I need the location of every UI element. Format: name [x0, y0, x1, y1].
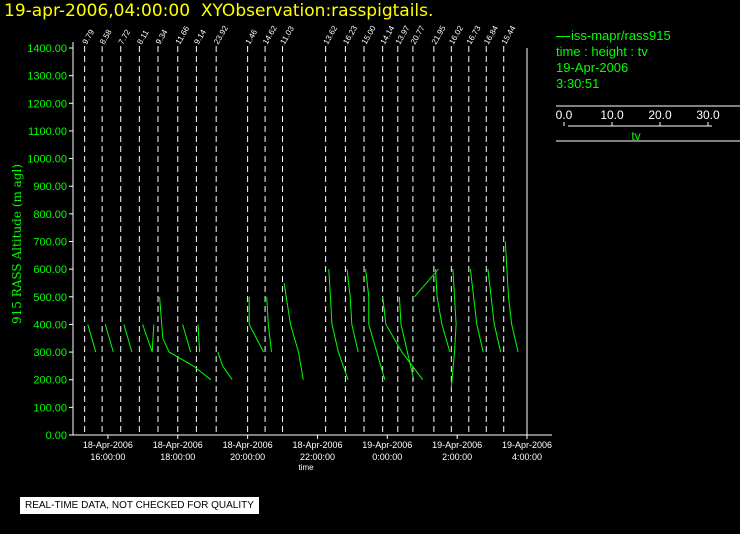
y-tick-label: 1200.00 [27, 98, 67, 110]
profile-value-label: 13.62 [322, 24, 340, 46]
profile-line [197, 324, 201, 353]
profile-value-label: 11.03 [278, 24, 296, 46]
profile-value-label: 8.11 [135, 28, 151, 46]
scale-tick-label: 0.0 [556, 108, 573, 122]
profile-value-label: 1.46 [244, 28, 260, 46]
profile-line [504, 241, 519, 353]
profile-line [469, 269, 484, 353]
profile-value-label: 16.73 [465, 24, 483, 46]
profile-value-label: 16.23 [341, 24, 359, 46]
profile-line [182, 324, 192, 353]
profile-line [248, 296, 265, 353]
x-tick-time: 16:00:00 [90, 452, 125, 462]
x-tick-date: 18-Apr-2006 [292, 440, 342, 450]
x-tick-date: 19-Apr-2006 [502, 440, 552, 450]
profile-value-labels: 9.79 8.58 7.72 8.11 9.34 11.66 9.14 23.92 1.46 14… [81, 24, 518, 46]
y-tick-label: 700.00 [33, 237, 67, 249]
legend-station: iss-mapr/rass915 [556, 28, 740, 44]
profile-line [346, 269, 359, 353]
legend-time: 3:30:51 [556, 76, 600, 91]
profile-value-label: 8.58 [98, 28, 114, 46]
profile-value-label: 11.66 [174, 24, 192, 46]
profile-value-label: 20.77 [409, 24, 427, 46]
profile-value-label: 15.00 [360, 24, 378, 46]
y-tick-label: 300.00 [33, 347, 67, 359]
tv-scale-bar: 0.0 10.0 20.0 30.0 tv [556, 108, 720, 143]
profile-value-label: 14.62 [261, 24, 279, 46]
profile-value-label: 21.95 [430, 24, 448, 46]
profile-value-label: 7.72 [117, 28, 133, 46]
x-axis-label: time [298, 463, 314, 472]
profile-line [142, 324, 155, 353]
x-tick-date: 18-Apr-2006 [83, 440, 133, 450]
y-tick-label: 600.00 [33, 264, 67, 276]
y-tick-label: 200.00 [33, 375, 67, 387]
profile-line [365, 269, 386, 380]
y-axis-ticks: 0.00 100.00 200.00 300.00 400.00 500.00 600.00… [27, 43, 73, 442]
profile-value-label: 16.84 [482, 24, 500, 46]
scale-tick-label: 20.0 [648, 108, 672, 122]
y-tick-label: 1000.00 [27, 154, 67, 166]
scale-tick-label: 10.0 [600, 108, 624, 122]
profile-value-label: 9.34 [154, 28, 170, 46]
profile-line [414, 268, 439, 298]
profile-line [104, 324, 114, 353]
legend-line-swatch [556, 36, 570, 38]
y-tick-label: 0.00 [46, 430, 67, 442]
y-tick-label: 100.00 [33, 402, 67, 414]
profile-line [266, 296, 272, 353]
x-tick-date: 19-Apr-2006 [362, 440, 412, 450]
y-tick-label: 500.00 [33, 292, 67, 304]
profile-line [217, 351, 233, 380]
y-tick-label: 400.00 [33, 319, 67, 331]
y-axis-label: 915 RASS Altitude (m agl) [10, 164, 24, 324]
profile-value-label: 9.79 [81, 28, 97, 46]
x-tick-time: 20:00:00 [230, 452, 265, 462]
x-tick-time: 0:00:00 [372, 452, 402, 462]
scale-label: tv [631, 129, 640, 143]
profile-series [87, 241, 519, 389]
profile-line [382, 296, 424, 381]
y-tick-label: 900.00 [33, 181, 67, 193]
profile-line [87, 324, 97, 353]
profile-value-label: 15.44 [500, 24, 518, 46]
profile-line [159, 296, 212, 381]
profile-line [435, 269, 451, 353]
profile-line [398, 296, 415, 380]
x-tick-date: 18-Apr-2006 [153, 440, 203, 450]
profile-line [328, 269, 349, 380]
profile-value-label: 9.14 [192, 28, 208, 46]
legend: iss-mapr/rass915 time : height : tv 19-A… [556, 28, 740, 92]
x-tick-date: 19-Apr-2006 [432, 440, 482, 450]
profile-line [123, 324, 133, 353]
x-tick-time: 18:00:00 [160, 452, 195, 462]
y-tick-label: 800.00 [33, 209, 67, 221]
y-tick-label: 1100.00 [28, 126, 67, 138]
profile-line [487, 269, 502, 353]
quality-notice: REAL-TIME DATA, NOT CHECKED FOR QUALITY [20, 497, 259, 514]
x-tick-time: 22:00:00 [300, 452, 335, 462]
scale-tick-label: 30.0 [696, 108, 720, 122]
y-tick-label: 1400.00 [27, 43, 67, 55]
x-tick-time: 2:00:00 [442, 452, 472, 462]
time-gridlines [84, 46, 528, 435]
legend-date: 19-Apr-2006 [556, 60, 629, 75]
y-tick-label: 1300.00 [27, 71, 67, 83]
profile-value-label: 16.02 [447, 24, 465, 46]
x-tick-time: 4:00:00 [512, 452, 542, 462]
legend-vars: time : height : tv [556, 44, 648, 59]
profile-line [450, 269, 457, 389]
x-tick-date: 18-Apr-2006 [223, 440, 273, 450]
x-axis-ticks: 18-Apr-2006 16:00:00 18-Apr-2006 18:00:00 18… [83, 435, 552, 462]
profile-line [283, 282, 304, 380]
profile-value-label: 23.92 [212, 24, 230, 46]
chart-title: 19-apr-2006,04:00:00 XYObservation:rassp… [4, 1, 434, 21]
plot-axes [72, 42, 552, 436]
